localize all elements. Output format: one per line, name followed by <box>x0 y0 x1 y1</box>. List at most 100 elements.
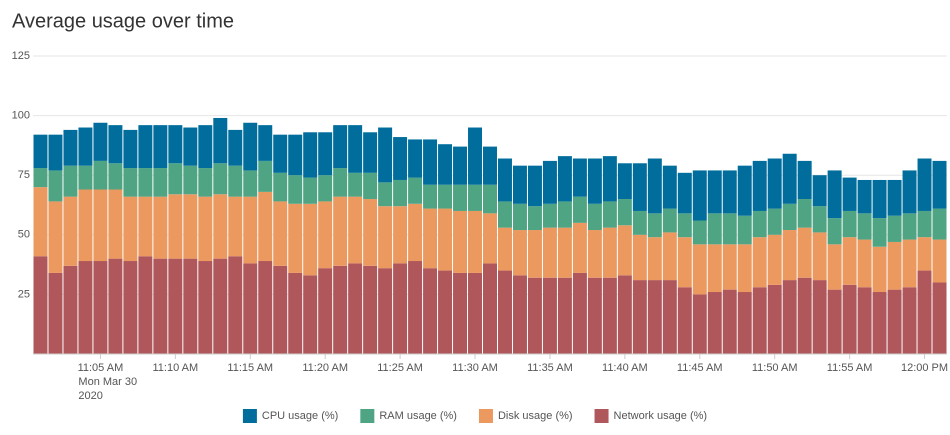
bar-segment <box>318 201 333 269</box>
bar-segment <box>198 168 213 197</box>
bar-segment <box>228 129 243 166</box>
x-tick-label: 11:25 AM <box>377 362 423 374</box>
bar-segment <box>168 163 183 195</box>
bar-segment <box>243 170 258 197</box>
bar-segment <box>662 232 677 281</box>
y-tick-label: 125 <box>12 50 30 62</box>
bar-segment <box>213 258 228 354</box>
bar-segment <box>393 137 408 180</box>
bar-segment <box>123 261 138 354</box>
bar-segment <box>782 153 797 204</box>
bar-segment <box>168 258 183 354</box>
bar-segment <box>692 170 707 221</box>
bar-segment <box>93 261 108 354</box>
bar-segment <box>333 168 348 197</box>
bar-segment <box>198 261 213 354</box>
bar-segment <box>483 213 497 264</box>
bar-segment <box>737 165 752 216</box>
bar-segment <box>183 127 198 166</box>
bar-segment <box>752 287 767 354</box>
bar-segment <box>138 125 153 169</box>
bar-segment <box>662 280 677 354</box>
bar-segment <box>512 275 527 354</box>
bar-segment <box>168 125 183 164</box>
bar-segment <box>213 117 228 164</box>
bar-segment <box>288 203 303 273</box>
bar-segment <box>108 163 123 190</box>
bar-segment <box>767 234 782 285</box>
chart-title: Average usage over time <box>12 10 234 32</box>
bar-segment <box>512 203 527 231</box>
bar-segment <box>378 127 393 183</box>
bar-segment <box>812 280 827 354</box>
legend-swatch <box>242 409 257 423</box>
bar-segment <box>483 184 497 214</box>
bar-segment <box>527 230 542 278</box>
bar-segment <box>617 163 632 200</box>
bar-segment <box>273 265 288 354</box>
y-tick-label: 100 <box>12 110 30 122</box>
legend-label: RAM usage (%) <box>379 410 457 422</box>
bar-segment <box>258 160 273 192</box>
bar-segment <box>812 206 827 233</box>
bar-segment <box>917 270 932 354</box>
bar-segment <box>722 213 737 245</box>
bar-segment <box>857 287 872 354</box>
bar-segment <box>153 196 168 259</box>
bar-segment <box>78 261 93 354</box>
bar-segment <box>932 239 947 283</box>
bar-segment <box>932 282 947 354</box>
bar-segment <box>497 158 512 202</box>
bar-segment <box>333 125 348 169</box>
legend-label: Disk usage (%) <box>498 410 573 422</box>
bar-segment <box>557 227 572 278</box>
bar-segment <box>228 196 243 257</box>
bar-segment <box>363 172 378 200</box>
bar-segment <box>632 280 647 354</box>
bar-segment <box>542 227 557 278</box>
bar-segment <box>243 196 258 264</box>
bar-segment <box>752 210 767 238</box>
bar-segment <box>33 168 48 188</box>
x-tick-label: 11:10 AM <box>153 362 199 374</box>
bar-segment <box>842 284 857 354</box>
bar-segment <box>423 268 438 354</box>
bar-segment <box>243 263 258 354</box>
bar-segment <box>587 203 602 231</box>
bar-segment <box>198 125 213 169</box>
bar-segment <box>108 189 123 259</box>
bar-segment <box>557 156 572 202</box>
bar-segment <box>632 210 647 235</box>
bar-segment <box>902 239 917 288</box>
bar-segment <box>168 194 183 259</box>
legend-swatch <box>594 409 609 423</box>
bar-segment <box>692 244 707 295</box>
bar-segment <box>617 275 632 354</box>
bar-segment <box>767 284 782 354</box>
bar-segment <box>378 206 393 269</box>
bar-segment <box>48 170 63 202</box>
bar-segment <box>48 134 63 171</box>
bar-segment <box>827 218 842 245</box>
bar-segment <box>722 244 737 290</box>
bar-segment <box>872 292 887 354</box>
bar-segment <box>138 256 153 354</box>
bar-segment <box>423 184 438 209</box>
bar-segment <box>138 196 153 257</box>
bar-segment <box>707 244 722 293</box>
x-date-label: Mon Mar 30 <box>78 376 137 388</box>
bar-segment <box>617 225 632 276</box>
bar-segment <box>303 275 318 354</box>
bar-segment <box>348 125 363 173</box>
bar-segment <box>677 287 692 354</box>
bar-segment <box>393 179 408 207</box>
bar-segment <box>438 208 453 271</box>
bar-segment <box>408 261 423 354</box>
bar-segment <box>632 163 647 211</box>
bar-segment <box>273 172 288 202</box>
bar-segment <box>572 158 587 197</box>
bar-segment <box>857 239 872 288</box>
bar-segment <box>587 230 602 278</box>
bar-segment <box>512 230 527 276</box>
bar-segment <box>767 158 782 209</box>
